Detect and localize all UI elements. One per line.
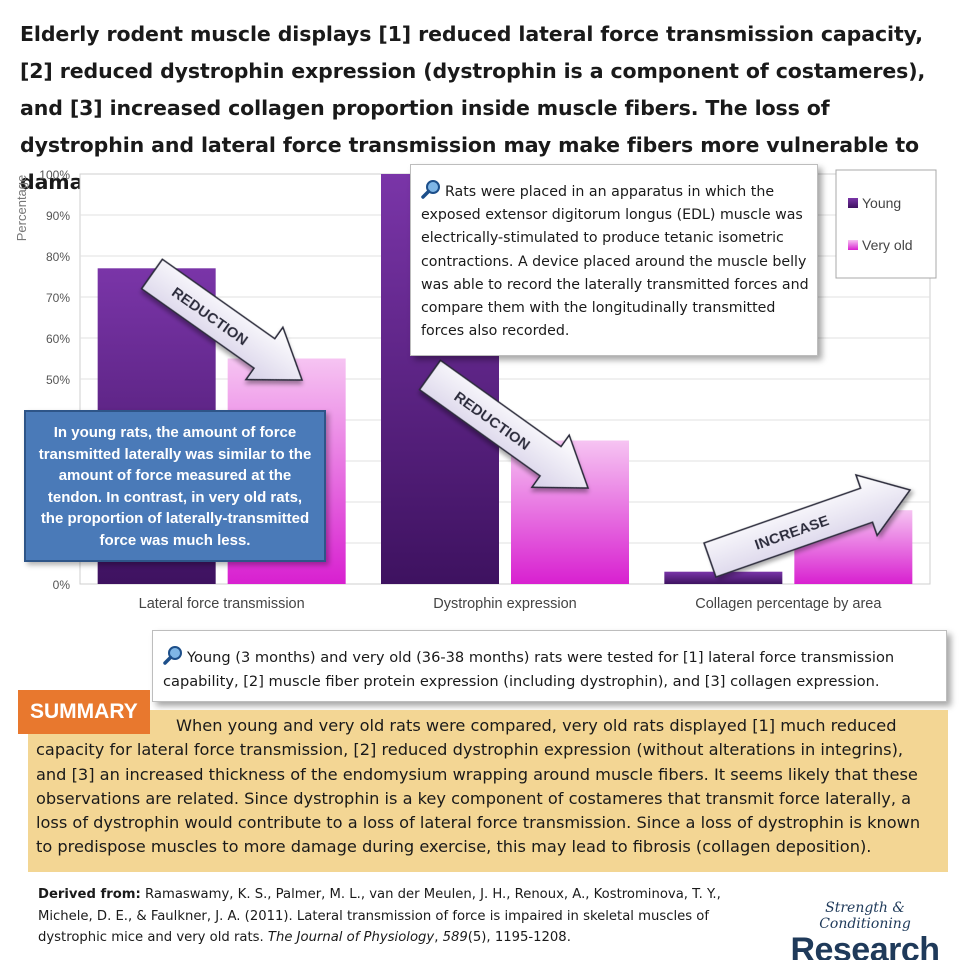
design-text: Young (3 months) and very old (36-38 mon… xyxy=(163,649,895,690)
y-axis-label: Percentage xyxy=(14,175,29,242)
x-tick-label: Dystrophin expression xyxy=(433,596,576,612)
legend-label: Young xyxy=(862,195,901,211)
design-callout: Young (3 months) and very old (36-38 mon… xyxy=(152,630,947,702)
x-tick-label: Lateral force transmission xyxy=(139,596,305,612)
y-tick-label: 70% xyxy=(46,291,70,305)
finding-callout: In young rats, the amount of force trans… xyxy=(24,410,326,562)
source-pages: (5), 1195-1208. xyxy=(467,930,571,945)
method-callout: Rats were placed in an apparatus in whic… xyxy=(410,164,818,356)
source-volume: 589 xyxy=(442,930,468,945)
source-journal: The Journal of Physiology xyxy=(267,930,435,945)
magnifier-icon xyxy=(421,180,440,199)
summary-label: SUMMARY xyxy=(18,690,150,734)
source-authors: Ramaswamy, K. S., Palmer, M. L., van der… xyxy=(38,887,721,945)
y-tick-label: 50% xyxy=(46,373,70,387)
arrow-shape xyxy=(140,258,304,381)
arrow-shape xyxy=(418,359,590,489)
magnifier-icon xyxy=(163,646,182,665)
source-citation: Derived from: Ramaswamy, K. S., Palmer, … xyxy=(38,887,721,945)
legend-box xyxy=(835,169,937,279)
legend-label: Very old xyxy=(862,237,913,253)
headline: Elderly rodent muscle displays [1] reduc… xyxy=(20,22,926,194)
y-tick-label: 60% xyxy=(46,332,70,346)
y-tick-label: 0% xyxy=(53,578,71,592)
legend-swatch xyxy=(848,240,858,250)
method-text: Rats were placed in an apparatus in whic… xyxy=(421,184,809,340)
bar xyxy=(664,571,783,584)
summary-box: When young and very old rats were compar… xyxy=(28,710,948,872)
y-tick-label: 100% xyxy=(39,168,70,182)
y-tick-label: 80% xyxy=(46,250,70,264)
brand-title: Research xyxy=(790,931,940,960)
brand-logo: Strength & Conditioning Research xyxy=(780,900,950,960)
y-tick-label: 90% xyxy=(46,209,70,223)
brand-subtitle: Strength & Conditioning xyxy=(819,900,911,932)
x-tick-label: Collagen percentage by area xyxy=(695,596,882,612)
source-label: Derived from: xyxy=(38,887,141,902)
arrow-shape xyxy=(703,473,912,579)
legend-swatch xyxy=(848,198,858,208)
summary-text: When young and very old rats were compar… xyxy=(36,716,921,857)
